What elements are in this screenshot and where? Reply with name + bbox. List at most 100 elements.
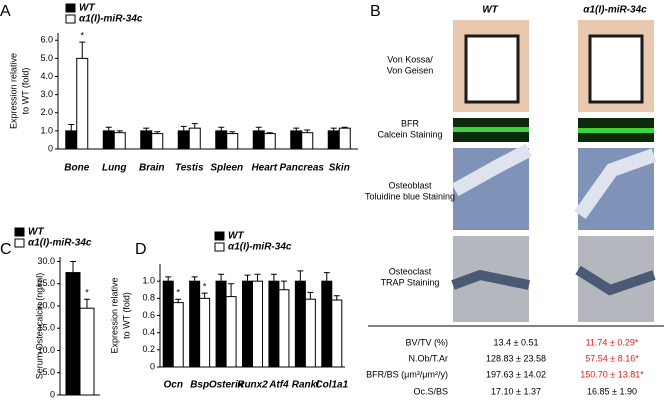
legend-swatch xyxy=(65,3,76,13)
table-cell: N.Ob/T.Ar xyxy=(408,353,448,363)
row-label: Calcein Staining xyxy=(377,129,442,139)
error-bar xyxy=(191,276,198,282)
error-bar xyxy=(201,292,208,299)
bar xyxy=(65,130,78,150)
table-cell: BV/TV (%) xyxy=(405,337,448,347)
row-label: Von Geisen xyxy=(387,65,434,75)
micrographs xyxy=(451,20,657,322)
y-tick-label: 4.0 xyxy=(40,71,53,81)
panel-label: D xyxy=(135,241,147,258)
error-bar xyxy=(333,295,340,301)
bar xyxy=(199,297,211,368)
x-tick-label: Runx2 xyxy=(237,380,268,391)
bar xyxy=(226,133,239,150)
error-bar xyxy=(293,127,300,131)
table-cell: 57.54 ± 8.16* xyxy=(585,353,639,363)
error-bar xyxy=(244,274,251,282)
y-tick-label: 25.0 xyxy=(37,278,55,288)
table-cell: 16.85 ± 1.90 xyxy=(587,386,637,396)
bar xyxy=(321,280,333,368)
legend-label: α1(I)-miR-34c xyxy=(28,238,92,249)
y-tick-label: 0.2 xyxy=(142,344,155,354)
y-tick-label: 3.0 xyxy=(40,89,53,99)
error-bar xyxy=(79,41,86,59)
y-tick-label: 15.0 xyxy=(37,323,55,333)
table-cell: BFR/BS (μm³/μm²/y) xyxy=(366,369,448,379)
legend-swatch xyxy=(214,242,225,252)
bar xyxy=(263,133,276,150)
error-bar xyxy=(218,126,225,131)
y-axis-label: to WT (fold) xyxy=(20,68,30,115)
x-tick-label: Skin xyxy=(329,163,350,174)
significance-marker: * xyxy=(203,282,207,292)
error-bar xyxy=(175,298,182,303)
x-tick-label: Spleen xyxy=(210,163,243,174)
table-cell: 13.4 ± 0.51 xyxy=(494,337,539,347)
bar xyxy=(172,302,184,368)
bar xyxy=(189,280,201,368)
y-tick-label: 20.0 xyxy=(37,300,55,310)
y-tick-label: 0 xyxy=(50,389,55,399)
row-label: Osteoblast xyxy=(388,180,432,190)
error-bar xyxy=(307,291,314,300)
error-bar xyxy=(297,270,304,282)
bar xyxy=(331,299,343,368)
table-cell: 17.10 ± 1.37 xyxy=(491,386,541,396)
x-tick-label: Brain xyxy=(139,163,165,174)
error-bar xyxy=(180,125,187,131)
error-bar xyxy=(229,131,236,134)
x-tick-label: Atf4 xyxy=(268,380,289,391)
error-bar xyxy=(116,130,123,133)
legend-label: α1(I)-miR-34c xyxy=(228,242,292,253)
legend-swatch xyxy=(14,238,25,248)
error-bar xyxy=(70,260,76,273)
bar xyxy=(327,130,340,150)
legend-label: α1(I)-miR-34c xyxy=(79,14,143,25)
y-tick-label: 0.4 xyxy=(142,327,155,337)
error-bar xyxy=(255,126,262,131)
row-label: Toluidine blue Staining xyxy=(365,191,455,201)
bar xyxy=(294,280,306,368)
bar xyxy=(151,133,164,150)
legend-swatch xyxy=(214,231,225,241)
error-bar xyxy=(84,298,90,309)
error-bar xyxy=(254,273,261,282)
bar xyxy=(242,280,253,368)
x-tick-label: Pancreas xyxy=(280,163,325,174)
x-tick-label: Osterix xyxy=(209,380,244,391)
panel-label: C xyxy=(0,241,12,258)
column-header: α1(I)-miR-34c xyxy=(583,5,647,16)
row-label: Osteoclast xyxy=(389,266,432,276)
error-bar xyxy=(191,123,198,129)
x-tick-label: Rankl xyxy=(292,380,319,391)
error-bar xyxy=(280,280,287,290)
y-axis-label: Expression relative xyxy=(109,277,119,353)
error-bar xyxy=(330,127,337,131)
y-tick-label: 10.0 xyxy=(37,345,55,355)
y-tick-label: 0.6 xyxy=(142,310,155,320)
y-axis-label: to WT (fold) xyxy=(121,292,131,339)
y-tick-label: 0 xyxy=(150,361,155,371)
row-label: BFR xyxy=(401,118,420,128)
x-tick-label: Bone xyxy=(64,163,89,174)
row-label: TRAP Staining xyxy=(381,277,440,287)
row-label: Von Kossa/ xyxy=(387,54,433,64)
y-axis-label: Expression relative xyxy=(8,53,18,129)
y-tick-label: 0 xyxy=(48,143,53,153)
table-cell: 150.70 ± 13.81* xyxy=(580,369,644,379)
bar xyxy=(301,132,314,150)
error-bar xyxy=(341,126,348,129)
legend-swatch xyxy=(65,14,76,24)
legend-label: WT xyxy=(28,227,44,238)
significance-marker: * xyxy=(80,30,84,40)
y-tick-label: 5.0 xyxy=(40,53,53,63)
error-bar xyxy=(323,272,330,282)
x-tick-label: Heart xyxy=(251,163,277,174)
x-tick-label: Testis xyxy=(175,163,204,174)
bar xyxy=(140,130,153,150)
error-bar xyxy=(68,124,75,131)
y-tick-label: 2.0 xyxy=(40,107,53,117)
table-cell: 197.63 ± 14.02 xyxy=(486,369,546,379)
error-bar xyxy=(165,276,172,282)
bar xyxy=(113,132,126,150)
